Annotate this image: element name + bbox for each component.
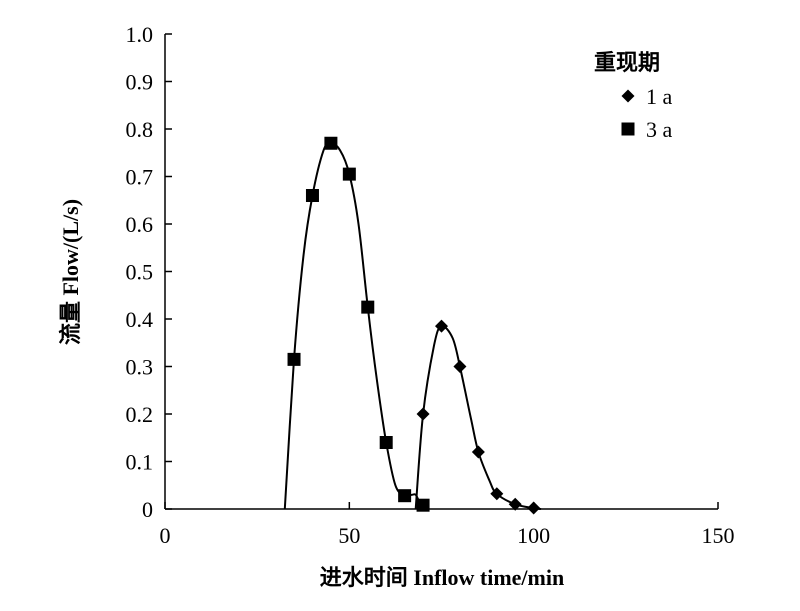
data-point-square xyxy=(398,489,412,503)
data-point-diamond xyxy=(527,501,541,515)
series-curve-2 xyxy=(283,142,428,510)
legend-label: 3 a xyxy=(646,117,673,142)
data-point-diamond xyxy=(471,445,485,459)
data-point-square xyxy=(324,136,338,150)
legend-marker-diamond xyxy=(621,89,635,103)
legend: 重现期 1 a3 a xyxy=(594,50,673,142)
legend-items: 1 a3 a xyxy=(621,84,673,142)
x-axis-title: 进水时间 Inflow time/min xyxy=(320,565,564,590)
series-curve-1 xyxy=(414,324,542,510)
x-tick-label: 100 xyxy=(517,523,550,548)
x-axis-ticks: 0 50 100 150 xyxy=(160,502,735,548)
legend-label: 1 a xyxy=(646,84,673,109)
data-point-diamond xyxy=(508,497,522,511)
y-axis-ticks: 0 0.1 0.2 0.3 0.4 0.5 0.6 0.7 0.8 0.9 1.0 xyxy=(126,22,172,522)
data-point-diamond xyxy=(490,487,504,501)
y-tick-label: 0.7 xyxy=(126,165,154,190)
data-point-square xyxy=(361,300,375,314)
y-tick-label: 0.3 xyxy=(126,355,154,380)
axes xyxy=(164,34,718,510)
series-curves xyxy=(283,142,542,510)
data-point-square xyxy=(287,352,301,366)
y-axis-title: 流量 Flow/(L/s) xyxy=(58,199,83,345)
x-tick-label: 50 xyxy=(338,523,360,548)
y-tick-label: 0.5 xyxy=(126,260,154,285)
data-point-square xyxy=(416,498,430,512)
y-tick-label: 0.8 xyxy=(126,117,154,142)
y-tick-label: 1.0 xyxy=(126,22,154,47)
data-point-diamond xyxy=(416,407,430,421)
data-point-diamond xyxy=(453,360,467,373)
y-tick-label: 0.4 xyxy=(126,307,154,332)
y-tick-label: 0.1 xyxy=(126,450,154,475)
y-tick-label: 0.9 xyxy=(126,70,154,95)
x-tick-label: 0 xyxy=(160,523,171,548)
data-point-square xyxy=(342,167,356,181)
series-markers xyxy=(287,136,541,515)
y-tick-label: 0.2 xyxy=(126,402,154,427)
legend-marker-square xyxy=(621,122,635,136)
data-point-square xyxy=(305,189,319,202)
data-point-square xyxy=(379,436,393,449)
legend-title: 重现期 xyxy=(594,50,660,75)
y-tick-label: 0.6 xyxy=(126,212,154,237)
x-tick-label: 150 xyxy=(702,523,735,548)
y-tick-label: 0 xyxy=(142,497,153,522)
data-point-diamond xyxy=(435,319,448,333)
